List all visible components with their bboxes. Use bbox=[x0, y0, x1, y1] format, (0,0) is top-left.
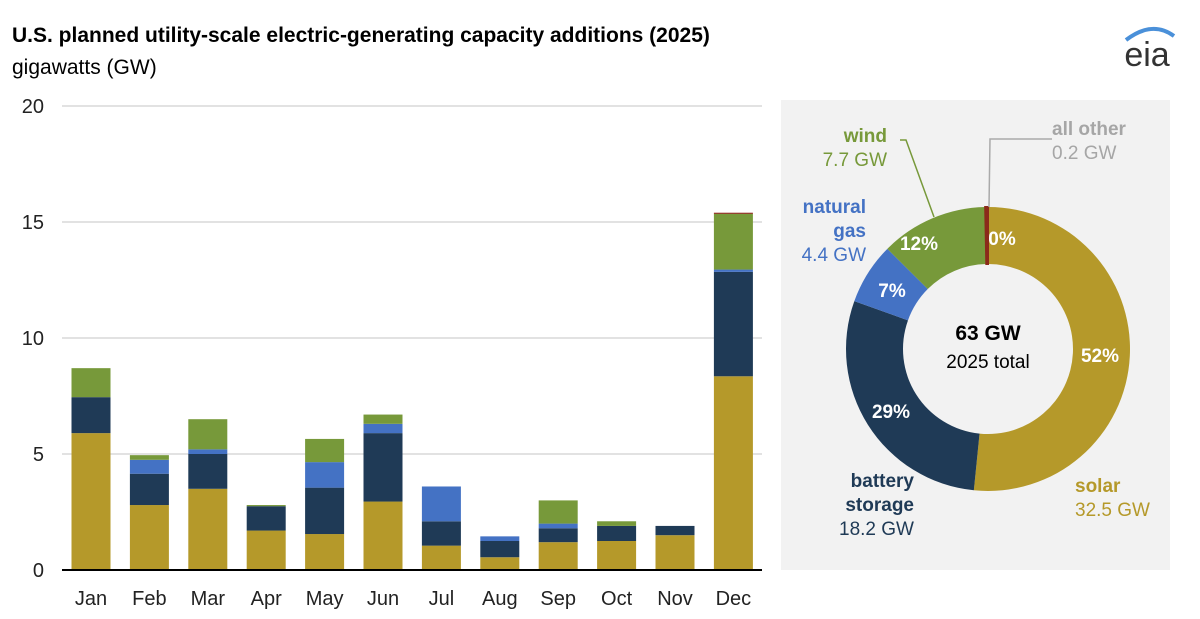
y-tick-label: 0 bbox=[33, 560, 44, 582]
bar-segment-battery-storage bbox=[597, 525, 637, 541]
slice-percent-label: 52% bbox=[1081, 346, 1119, 367]
bar-segment-solar bbox=[129, 505, 169, 570]
eia-logo: eia bbox=[1124, 27, 1176, 72]
donut-slice-all-other bbox=[984, 205, 989, 266]
y-tick-label: 10 bbox=[22, 328, 44, 350]
battery-label: battery bbox=[851, 471, 915, 492]
battery-label-cont: storage bbox=[845, 495, 914, 516]
bar-segment-battery-storage bbox=[246, 506, 286, 531]
all-other-leader-line bbox=[988, 138, 1052, 208]
x-tick-label: Aug bbox=[482, 588, 518, 610]
slice-percent-label: 29% bbox=[872, 402, 910, 423]
bar-segment-solar bbox=[480, 557, 520, 570]
wind-label: 7.7 GW bbox=[823, 150, 887, 171]
donut-slice-wind bbox=[887, 207, 987, 290]
donut-slice-solar bbox=[973, 207, 1130, 492]
bar-segment-wind bbox=[129, 455, 169, 460]
bar-segment-wind bbox=[363, 414, 403, 424]
bar-segment-solar bbox=[305, 534, 345, 570]
solar-value: 32.5 GW bbox=[1075, 500, 1150, 521]
bar-segment-wind bbox=[246, 505, 286, 507]
bar-segment-battery-storage bbox=[655, 525, 695, 536]
x-tick-label: Apr bbox=[251, 588, 282, 610]
x-tick-label: Jan bbox=[75, 588, 107, 610]
x-tick-label: Oct bbox=[601, 588, 633, 610]
bar-segment-natural-gas bbox=[538, 523, 578, 529]
bar-segment-battery-storage bbox=[305, 487, 345, 535]
slice-percent-label: 7% bbox=[878, 281, 906, 302]
natural-gas-label: natural bbox=[803, 197, 866, 218]
x-tick-label: Jun bbox=[367, 588, 399, 610]
x-tick-label: Feb bbox=[132, 588, 166, 610]
bar-segment-wind bbox=[188, 419, 228, 450]
bar-segment-solar bbox=[538, 542, 578, 570]
x-tick-label: Dec bbox=[716, 588, 752, 610]
donut-slice-battery-storage bbox=[846, 301, 980, 491]
x-tick-label: May bbox=[306, 588, 344, 610]
svg-text:eia: eia bbox=[1124, 36, 1169, 72]
chart-subtitle: gigawatts (GW) bbox=[12, 56, 157, 79]
bar-segment-natural-gas bbox=[421, 486, 461, 522]
bar-segment-wind bbox=[305, 438, 345, 463]
bar-segment-wind bbox=[71, 368, 111, 398]
wind-leader-line bbox=[900, 139, 935, 218]
natural-gas-value: 4.4 GW bbox=[802, 245, 866, 266]
all-other-label: 0.2 GW bbox=[1052, 143, 1116, 164]
y-tick-label: 20 bbox=[22, 96, 44, 118]
wind-label: wind bbox=[843, 126, 887, 147]
y-tick-label: 15 bbox=[22, 212, 44, 234]
bar-segment-solar bbox=[655, 535, 695, 570]
bar-segment-wind bbox=[538, 500, 578, 524]
x-tick-label: Mar bbox=[191, 588, 226, 610]
bar-segment-natural-gas bbox=[480, 536, 520, 541]
all-other-label: all other bbox=[1052, 119, 1127, 140]
bar-segment-battery-storage bbox=[538, 528, 578, 543]
bar-segment-battery-storage bbox=[71, 397, 111, 434]
slice-percent-label: 0% bbox=[988, 229, 1016, 250]
bar-segment-solar bbox=[421, 545, 461, 570]
x-tick-label: Jul bbox=[429, 588, 455, 610]
donut-slice-natural-gas bbox=[854, 248, 928, 321]
bar-segment-battery-storage bbox=[713, 271, 753, 377]
y-tick-label: 5 bbox=[33, 444, 44, 466]
bar-segment-natural-gas bbox=[713, 269, 753, 272]
bar-segment-natural-gas bbox=[363, 423, 403, 434]
bar-segment-solar bbox=[363, 501, 403, 570]
slice-percent-label: 12% bbox=[900, 234, 938, 255]
battery-value: 18.2 GW bbox=[839, 519, 914, 540]
bar-segment-solar bbox=[188, 488, 228, 570]
bar-segment-all-other bbox=[713, 212, 753, 214]
bar-segment-solar bbox=[597, 541, 637, 570]
natural-gas-label-cont: gas bbox=[833, 221, 866, 242]
bar-segment-battery-storage bbox=[188, 454, 228, 489]
bar-segment-solar bbox=[246, 530, 286, 570]
x-tick-label: Sep bbox=[540, 588, 576, 610]
bar-segment-natural-gas bbox=[129, 459, 169, 474]
bar-segment-natural-gas bbox=[305, 462, 345, 488]
donut-center-value: 63 GW bbox=[955, 322, 1021, 345]
chart-title: U.S. planned utility-scale electric-gene… bbox=[12, 24, 710, 47]
x-tick-label: Nov bbox=[657, 588, 693, 610]
bar-segment-solar bbox=[713, 376, 753, 570]
bar-segment-wind bbox=[597, 521, 637, 526]
bar-segment-solar bbox=[71, 433, 111, 570]
bar-segment-battery-storage bbox=[421, 521, 461, 546]
bar-segment-battery-storage bbox=[480, 541, 520, 558]
solar-label: solar bbox=[1075, 476, 1121, 497]
bar-segment-battery-storage bbox=[363, 433, 403, 502]
bar-segment-battery-storage bbox=[129, 473, 169, 506]
bar-segment-wind bbox=[713, 213, 753, 270]
donut-center-label: 2025 total bbox=[946, 352, 1029, 373]
bar-segment-natural-gas bbox=[188, 449, 228, 454]
